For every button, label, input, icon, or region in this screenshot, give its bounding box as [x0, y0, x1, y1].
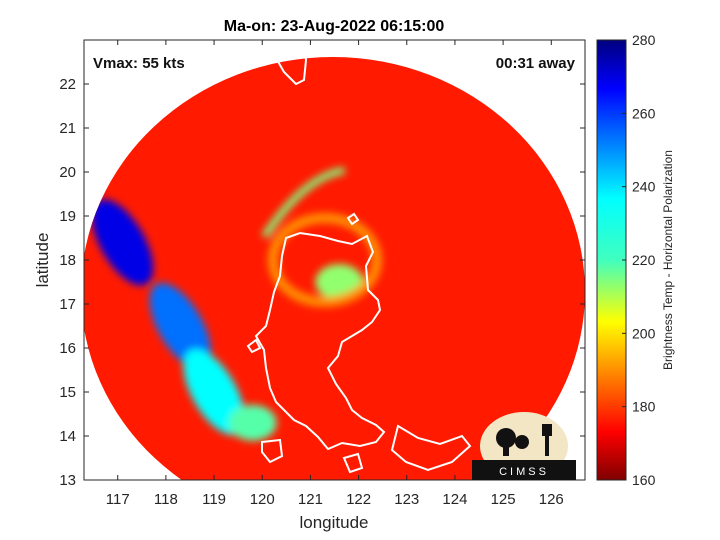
colorbar-tick-label: 180: [632, 399, 656, 415]
x-tick-label: 123: [394, 491, 419, 508]
y-tick-label: 18: [59, 252, 76, 269]
x-tick-label: 120: [250, 491, 275, 508]
x-axis-label: longitude: [299, 513, 368, 532]
cimss-logo-text: CIMSS: [499, 466, 549, 478]
islet-coast: [346, 212, 360, 226]
x-tick-label: 121: [298, 491, 323, 508]
y-tick-label: 21: [59, 120, 76, 137]
mindoro-coast: [261, 438, 284, 464]
y-tick-label: 16: [59, 340, 76, 357]
time-away-annotation: 00:31 away: [496, 55, 576, 72]
y-tick-label: 22: [59, 76, 76, 93]
y-tick-label: 15: [59, 384, 76, 401]
islands-coast: [390, 424, 472, 472]
x-tick-label: 125: [491, 491, 516, 508]
x-tick-label: 117: [106, 491, 130, 508]
colorbar-tick-label: 240: [632, 179, 656, 195]
colorbar-label: Brightness Temp - Horizontal Polarizatio…: [661, 150, 675, 370]
y-axis-label: latitude: [33, 233, 52, 288]
y-tick-label: 19: [59, 208, 76, 225]
colorbar-tick-label: 200: [632, 325, 656, 341]
tb-feature-western-band-mid: [149, 283, 211, 369]
tb-feature-western-band-north: [91, 199, 154, 286]
tb-feature-northern-arc: [261, 166, 346, 239]
y-tick-label: 17: [59, 296, 76, 313]
taiwan-coast: [267, 40, 308, 86]
tb-feature-eyewall-ring: [267, 213, 382, 307]
vmax-annotation: Vmax: 55 kts: [93, 55, 185, 72]
x-tick-label: 118: [154, 491, 178, 508]
y-tick-label: 13: [59, 472, 76, 489]
west-islet-coast: [246, 338, 262, 354]
colorbar-tick-label: 220: [632, 252, 656, 268]
tb-feature-southern-cells: [228, 404, 277, 441]
coastline-overlay: [246, 40, 472, 474]
x-tick-label: 124: [442, 491, 467, 508]
colorbar: [596, 39, 627, 481]
y-tick-label: 14: [59, 428, 76, 445]
y-tick-label: 20: [59, 164, 76, 181]
colorbar-tick-label: 160: [632, 472, 656, 488]
colorbar-tick-label: 280: [632, 32, 656, 48]
tb-feature-western-band-south: [183, 349, 245, 435]
x-tick-label: 122: [346, 491, 371, 508]
luzon-coast: [254, 231, 386, 451]
samar-coast: [342, 452, 364, 474]
cimss-logo: CIMSS: [472, 412, 576, 480]
chart-title: Ma-on: 23-Aug-2022 06:15:00: [224, 18, 445, 35]
colorbar-tick-label: 260: [632, 105, 656, 121]
x-tick-label: 126: [539, 491, 564, 508]
x-tick-label: 119: [202, 491, 226, 508]
